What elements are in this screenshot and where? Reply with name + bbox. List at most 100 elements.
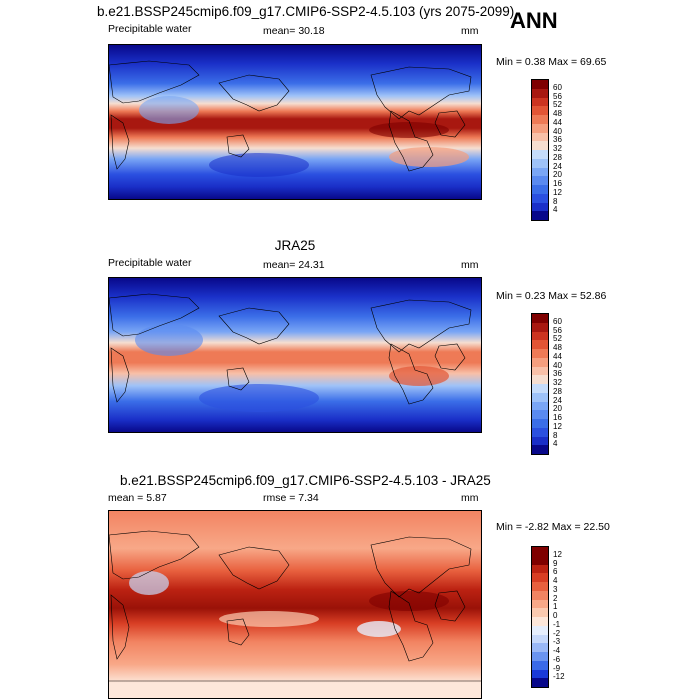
- colorbar-label: 52: [553, 334, 562, 344]
- colorbar-label: 12: [553, 549, 562, 559]
- colorbar-segment: [532, 123, 548, 133]
- panel3-colorbar: [531, 546, 549, 688]
- panel1-variable: Precipitable water: [108, 23, 192, 35]
- colorbar-segment: [532, 678, 548, 687]
- colorbar-segment: [532, 132, 548, 142]
- colorbar-segment: [532, 410, 548, 419]
- colorbar-label: 8: [553, 196, 558, 206]
- colorbar-segment: [532, 340, 548, 349]
- colorbar-segment: [532, 158, 548, 168]
- colorbar-label: 12: [553, 187, 562, 197]
- colorbar-label: 48: [553, 109, 562, 118]
- colorbar-segment: [532, 202, 548, 212]
- panel1-minmax: Min = 0.38 Max = 69.65: [496, 56, 607, 68]
- colorbar-segment: [532, 625, 548, 635]
- colorbar-label: 48: [553, 343, 562, 352]
- colorbar-segment: [532, 573, 548, 582]
- colorbar-segment: [532, 445, 548, 454]
- colorbar-segment: [532, 652, 548, 661]
- colorbar-label: -1: [553, 619, 561, 629]
- colorbar-label: 28: [553, 386, 562, 396]
- colorbar-label: 3: [553, 584, 558, 594]
- panel3-minmax: Min = -2.82 Max = 22.50: [496, 521, 610, 533]
- colorbar-segment: [532, 608, 548, 617]
- colorbar-segment: [532, 547, 548, 556]
- panel1-colorbar: [531, 79, 549, 221]
- colorbar-label: 36: [553, 369, 562, 379]
- colorbar-segment: [532, 88, 548, 98]
- colorbar-label: 0: [553, 611, 558, 620]
- colorbar-segment: [532, 80, 548, 89]
- colorbar-segment: [532, 106, 548, 115]
- colorbar-label: -12: [553, 672, 565, 682]
- colorbar-label: 1: [553, 602, 558, 612]
- colorbar-label: 20: [553, 170, 562, 180]
- panel1-mean: mean= 30.18: [263, 25, 325, 37]
- colorbar-label: 24: [553, 161, 562, 171]
- panel1-map: [108, 44, 482, 200]
- colorbar-segment: [532, 634, 548, 644]
- colorbar-label: -4: [553, 646, 561, 655]
- colorbar-label: 44: [553, 351, 562, 361]
- colorbar-label: 60: [553, 316, 562, 326]
- colorbar-segment: [532, 419, 548, 428]
- colorbar-segment: [532, 357, 548, 367]
- colorbar-segment: [532, 555, 548, 565]
- panel3-rmse: rmse = 7.34: [263, 492, 319, 504]
- colorbar-segment: [532, 115, 548, 124]
- colorbar-label: 56: [553, 91, 562, 101]
- colorbar-label: 4: [553, 205, 558, 215]
- panel3-map: [108, 510, 482, 699]
- colorbar-segment: [532, 322, 548, 332]
- colorbar-segment: [532, 141, 548, 150]
- colorbar-segment: [532, 211, 548, 220]
- panel2-variable: Precipitable water: [108, 257, 192, 269]
- colorbar-label: -6: [553, 654, 561, 664]
- colorbar-segment: [532, 669, 548, 679]
- colorbar-segment: [532, 384, 548, 393]
- colorbar-segment: [532, 392, 548, 402]
- colorbar-label: 16: [553, 413, 562, 422]
- colorbar-segment: [532, 401, 548, 411]
- main-title: b.e21.BSSP245cmip6.f09_g17.CMIP6-SSP2-4.…: [97, 4, 515, 19]
- colorbar-segment: [532, 590, 548, 600]
- colorbar-label: 32: [553, 378, 562, 387]
- colorbar-segment: [532, 176, 548, 185]
- colorbar-label: -9: [553, 663, 561, 673]
- season-label: ANN: [510, 8, 558, 33]
- colorbar-segment: [532, 185, 548, 194]
- panel3-mean: mean = 5.87: [108, 492, 167, 504]
- colorbar-label: 20: [553, 404, 562, 414]
- panel3-title: b.e21.BSSP245cmip6.f09_g17.CMIP6-SSP2-4.…: [120, 473, 491, 488]
- colorbar-segment: [532, 314, 548, 323]
- colorbar-label: 56: [553, 325, 562, 335]
- colorbar-label: 4: [553, 439, 558, 449]
- panel1-units: mm: [461, 25, 479, 37]
- colorbar-label: 32: [553, 144, 562, 153]
- colorbar-label: 16: [553, 179, 562, 188]
- colorbar-segment: [532, 366, 548, 376]
- colorbar-label: 8: [553, 430, 558, 440]
- colorbar-label: 12: [553, 421, 562, 431]
- colorbar-segment: [532, 582, 548, 591]
- colorbar-segment: [532, 97, 548, 107]
- colorbar-label: 44: [553, 117, 562, 127]
- colorbar-segment: [532, 643, 548, 652]
- colorbar-label: 60: [553, 82, 562, 92]
- colorbar-label: 6: [553, 567, 558, 577]
- colorbar-label: 40: [553, 126, 562, 136]
- colorbar-label: 4: [553, 576, 558, 585]
- panel2-title: JRA25: [274, 238, 316, 253]
- colorbar-segment: [532, 660, 548, 670]
- panel2-mean: mean= 24.31: [263, 259, 325, 271]
- colorbar-label: -2: [553, 628, 561, 638]
- colorbar-segment: [532, 617, 548, 626]
- colorbar-label: 36: [553, 135, 562, 145]
- colorbar-segment: [532, 564, 548, 574]
- colorbar-segment: [532, 331, 548, 341]
- panel2-units: mm: [461, 259, 479, 271]
- colorbar-segment: [532, 349, 548, 358]
- colorbar-segment: [532, 599, 548, 609]
- panel2-minmax: Min = 0.23 Max = 52.86: [496, 290, 607, 302]
- colorbar-label: 9: [553, 558, 558, 568]
